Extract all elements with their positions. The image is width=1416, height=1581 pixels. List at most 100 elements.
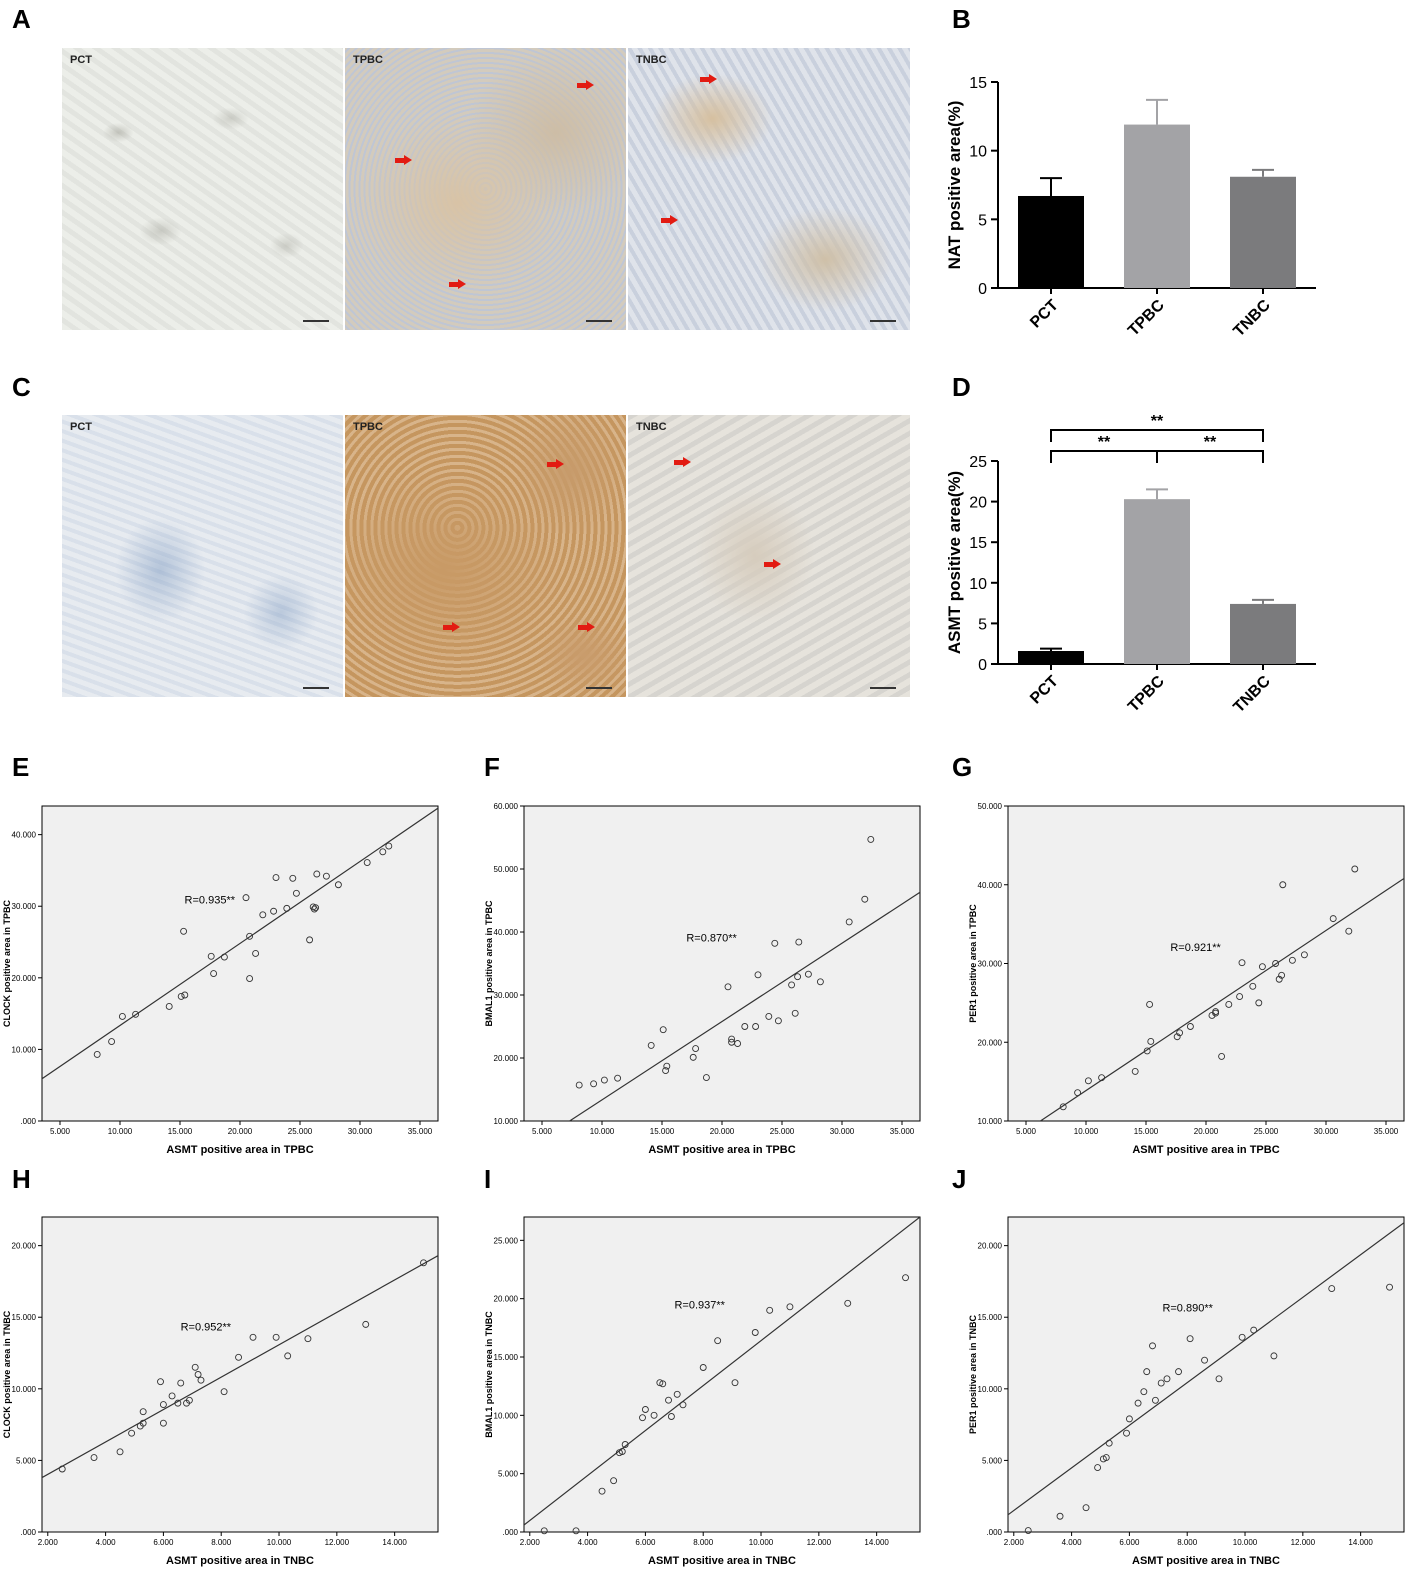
- x-tick-label: 30.000: [1314, 1127, 1339, 1136]
- data-point: [1212, 1008, 1220, 1015]
- y-axis-label: NAT positive area(%): [945, 101, 964, 270]
- data-point: [220, 953, 228, 961]
- x-tick-label: 10.000: [749, 1538, 774, 1547]
- y-tick-label: 25.000: [494, 1236, 519, 1245]
- data-point: [1125, 1415, 1133, 1423]
- data-point: [139, 1419, 147, 1427]
- data-point: [752, 1023, 760, 1030]
- data-point: [1186, 1335, 1194, 1343]
- data-point: [334, 881, 342, 889]
- y-tick-label: 40.000: [494, 928, 519, 937]
- data-point: [610, 1477, 618, 1485]
- data-point: [1024, 1527, 1032, 1535]
- x-tick-label: 20.000: [1194, 1127, 1219, 1136]
- micrograph-tnbc-nat: TNBC: [628, 48, 910, 330]
- micrograph-tpbc-nat: TPBC: [345, 48, 626, 330]
- data-point: [765, 1012, 773, 1020]
- y-tick-label: 0: [978, 281, 987, 298]
- y-tick-label: 20.000: [494, 1054, 519, 1063]
- data-point: [1094, 1464, 1102, 1472]
- data-point: [246, 932, 254, 940]
- data-point: [816, 978, 824, 986]
- data-point: [1151, 1396, 1159, 1404]
- micrograph-tnbc-asmt: TNBC: [628, 415, 910, 697]
- data-point: [159, 1419, 167, 1427]
- panel-letter-i: I: [484, 1164, 492, 1194]
- x-tick-label: 35.000: [1374, 1127, 1399, 1136]
- data-point: [572, 1527, 580, 1535]
- data-point: [754, 971, 762, 979]
- data-point: [766, 1306, 774, 1314]
- data-point: [1236, 993, 1244, 1001]
- data-point: [177, 1379, 185, 1387]
- correlation-annotation: R=0.937**: [674, 1299, 725, 1311]
- data-point: [540, 1527, 548, 1535]
- x-tick-label: 14.000: [382, 1538, 407, 1547]
- x-axis-label: ASMT positive area in TNBC: [648, 1555, 796, 1567]
- y-tick-label: 10: [969, 144, 987, 161]
- data-point: [659, 1026, 667, 1034]
- x-tick-label: 5.000: [1016, 1127, 1037, 1136]
- data-point: [1143, 1047, 1151, 1055]
- x-tick-label: 10.000: [590, 1127, 615, 1136]
- significance-bracket: [1050, 450, 1158, 463]
- data-point: [1272, 960, 1280, 967]
- x-tick-label: TPBC: [1125, 296, 1168, 339]
- x-tick-label: 6.000: [635, 1538, 656, 1547]
- data-point: [1275, 975, 1283, 983]
- significance-label: **: [1098, 434, 1111, 451]
- data-point: [647, 1041, 655, 1049]
- data-point: [795, 938, 803, 946]
- data-point: [157, 1378, 164, 1386]
- y-axis-label: CLOCK positive area in TPBC: [2, 899, 12, 1027]
- data-point: [385, 842, 393, 850]
- y-tick-label: 0: [978, 657, 987, 674]
- micrograph-label: PCT: [70, 54, 92, 66]
- data-point: [867, 835, 875, 843]
- bar-tpbc: [1124, 499, 1190, 664]
- data-point: [804, 970, 812, 978]
- data-point: [177, 992, 185, 1000]
- data-point: [1300, 951, 1308, 959]
- scatter-plot-g: 5.000 10.000 15.000 20.000 25.000 30.000 35.00…: [968, 802, 1405, 1156]
- data-point: [598, 1487, 606, 1495]
- panel-letter-d: D: [952, 372, 971, 402]
- x-tick-label: 6.000: [1119, 1538, 1140, 1547]
- x-tick-label: 20.000: [228, 1127, 253, 1136]
- y-tick-label: 10.000: [494, 1411, 519, 1420]
- bar-pct: [1018, 195, 1084, 288]
- y-tick-label: 5.000: [982, 1456, 1003, 1465]
- micrograph-label: TPBC: [353, 54, 383, 66]
- y-tick-label: .000: [20, 1528, 36, 1537]
- regression-line: [569, 891, 920, 1121]
- x-tick-label: 12.000: [807, 1538, 832, 1547]
- data-point: [791, 1009, 799, 1017]
- data-point: [1345, 927, 1353, 935]
- data-point: [673, 1390, 681, 1398]
- y-tick-label: .000: [20, 1117, 36, 1126]
- plot-area: [1007, 805, 1405, 1122]
- data-point: [663, 1062, 671, 1070]
- y-tick-label: 20.000: [978, 1242, 1003, 1251]
- data-point: [1218, 1052, 1226, 1060]
- x-tick-label: 8.000: [693, 1538, 714, 1547]
- data-point: [1278, 971, 1286, 979]
- data-point: [284, 1352, 292, 1360]
- data-point: [902, 1274, 909, 1282]
- plot-area: [523, 805, 921, 1122]
- data-point: [1175, 1368, 1182, 1376]
- x-tick-label: 5.000: [50, 1127, 71, 1136]
- data-point: [191, 1363, 199, 1371]
- x-tick-label: TPBC: [1125, 672, 1168, 715]
- data-point: [174, 1399, 182, 1407]
- panel-letter-a: A: [12, 4, 31, 34]
- x-tick-label: 2.000: [38, 1538, 59, 1547]
- scale-bar: [303, 687, 329, 689]
- panel-letter-f: F: [484, 752, 500, 782]
- x-tick-label: 8.000: [211, 1538, 232, 1547]
- data-point: [650, 1411, 658, 1419]
- micrograph-strip-c: PCT TPBC TNBC: [62, 415, 910, 697]
- data-point: [185, 1396, 193, 1404]
- x-axis-label: ASMT positive area in TPBC: [1132, 1144, 1279, 1156]
